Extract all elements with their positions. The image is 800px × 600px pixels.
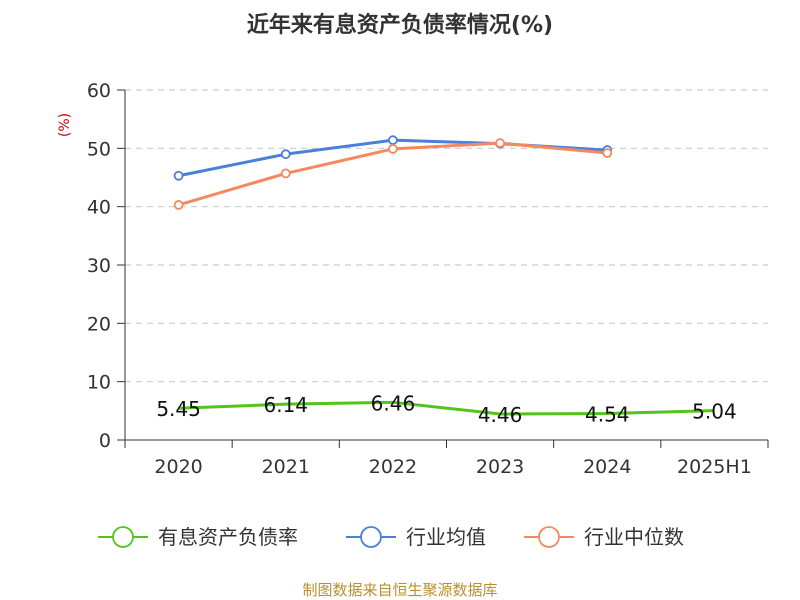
legend-item: 行业均值 — [346, 525, 486, 549]
legend-swatch-marker — [360, 526, 382, 548]
y-tick-label: 30 — [87, 255, 111, 277]
y-tick-label: 0 — [99, 430, 111, 452]
y-tick-label: 40 — [87, 197, 111, 219]
data-point — [388, 135, 398, 146]
data-point — [495, 138, 505, 148]
x-tick-label: 2023 — [476, 456, 524, 478]
legend-swatch-marker — [112, 526, 134, 548]
data-label: 4.54 — [585, 403, 630, 427]
legend-label: 行业中位数 — [584, 525, 684, 549]
x-tick-label: 2021 — [262, 456, 310, 478]
legend-label: 行业均值 — [406, 525, 486, 549]
series-2 — [173, 138, 613, 210]
data-point — [388, 144, 398, 154]
y-tick-label: 10 — [87, 372, 111, 394]
x-tick-label: 2020 — [154, 456, 202, 478]
data-point — [280, 149, 291, 160]
data-point — [280, 168, 291, 179]
data-label: 5.45 — [156, 397, 201, 421]
x-tick-label: 2024 — [583, 456, 631, 478]
series-1 — [173, 135, 613, 181]
y-tick-label: 60 — [87, 80, 111, 102]
data-point — [173, 170, 184, 181]
data-label: 5.04 — [692, 400, 737, 424]
series-0 — [178, 400, 715, 416]
chart-title: 近年来有息资产负债率情况(%) — [247, 12, 553, 38]
data-label: 6.14 — [263, 393, 308, 417]
x-tick-label: 2025H1 — [677, 456, 752, 478]
legend-swatch-marker — [538, 526, 560, 548]
data-labels: 5.45 6.14 6.46 4.46 4.54 5.04 — [156, 391, 736, 427]
legend-item: 有息资产负债率 — [98, 525, 298, 549]
data-point — [602, 148, 613, 158]
series-layer — [173, 135, 715, 416]
data-point — [173, 200, 184, 210]
series-line — [178, 400, 715, 416]
y-tick-label: 50 — [87, 138, 111, 160]
axes: 0 10 20 30 40 50 60 2020 2021 2022 2023 2024 2025H1 — [87, 80, 769, 478]
grid-lines — [125, 89, 768, 383]
legend-item: 行业中位数 — [524, 525, 684, 549]
y-tick-label: 20 — [87, 313, 111, 335]
y-axis-unit-label: (%) — [57, 113, 73, 137]
legend-label: 有息资产负债率 — [158, 525, 298, 549]
source-note: 制图数据来自恒生聚源数据库 — [302, 581, 497, 599]
legend: 有息资产负债率 行业均值 行业中位数 — [98, 525, 684, 549]
data-label: 6.46 — [371, 391, 416, 415]
x-tick-label: 2022 — [369, 456, 417, 478]
data-label: 4.46 — [478, 403, 523, 427]
